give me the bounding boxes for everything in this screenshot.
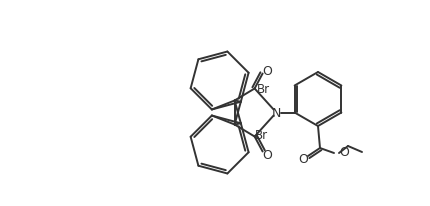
Text: O: O <box>263 65 273 78</box>
Text: Br: Br <box>255 128 268 141</box>
Text: O: O <box>339 146 349 159</box>
Text: O: O <box>263 148 273 161</box>
Text: O: O <box>298 153 308 166</box>
Text: N: N <box>272 107 281 119</box>
Text: Br: Br <box>257 83 270 96</box>
